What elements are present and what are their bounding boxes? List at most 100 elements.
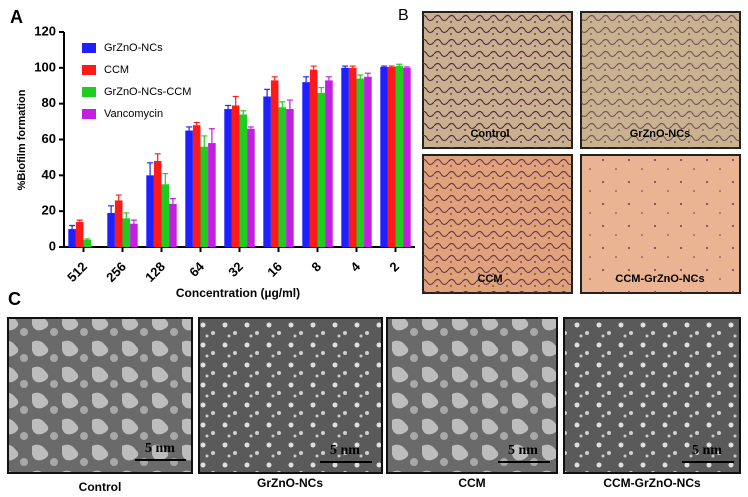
y-tick-label: 100 [34, 59, 56, 74]
bar [231, 105, 240, 247]
error-bar [279, 101, 286, 108]
error-bar [208, 128, 215, 144]
x-axis-label: Concentration (µg/ml) [176, 286, 300, 300]
legend-label: Vancomycin [104, 108, 163, 120]
error-bar [303, 76, 310, 83]
error-bar [76, 219, 83, 222]
x-tick-label: 512 [64, 259, 90, 285]
error-bar [108, 205, 115, 213]
y-tick-label: 80 [42, 95, 56, 110]
bar [247, 128, 255, 247]
sem-image [386, 317, 558, 474]
x-tick-label: 32 [225, 259, 246, 280]
micrograph-label: CCM [477, 273, 502, 285]
bar [68, 229, 76, 247]
bar [356, 78, 365, 247]
error-bar [232, 95, 239, 106]
sem-image [7, 317, 193, 474]
sem-image [198, 317, 383, 474]
bar [380, 66, 388, 247]
sem-caption: GrZnO-NCs [257, 476, 323, 490]
error-bar [342, 65, 349, 68]
sem-caption: Control [79, 480, 122, 494]
bar [286, 109, 294, 248]
x-tick-label: 2 [386, 259, 402, 275]
micrograph-texture [423, 12, 572, 148]
bar [107, 212, 115, 247]
bar [169, 204, 177, 247]
legend-label: CCM [104, 64, 129, 76]
sem-caption: CCM-GrZnO-NCs [603, 476, 701, 490]
error-bar [69, 224, 76, 230]
sem-grid: 5 nm 5 nm 5 nm 5 nm Control GrZnO-NCs CC… [7, 317, 741, 494]
bar [192, 125, 201, 247]
y-tick-label: 60 [42, 131, 56, 146]
bar [185, 130, 193, 247]
bar [348, 67, 357, 247]
error-bar [318, 86, 325, 93]
error-bar [201, 135, 208, 147]
error-bar [396, 63, 403, 67]
scale-bar-label: 5 nm [330, 443, 360, 458]
error-bar [169, 198, 176, 204]
micrograph-label: GrZnO-NCs [630, 128, 691, 140]
error-bar [123, 212, 130, 219]
bar [83, 239, 92, 247]
bar [317, 92, 326, 248]
bar [122, 218, 131, 247]
error-bar [186, 126, 193, 131]
error-bar [349, 65, 356, 68]
error-bar [193, 121, 200, 126]
x-tick-label: 16 [264, 259, 285, 280]
error-bar [154, 153, 161, 161]
error-bar [225, 104, 232, 110]
error-bar [147, 162, 154, 176]
x-tick-label: 64 [186, 258, 207, 279]
bar [153, 161, 162, 247]
error-bar [264, 88, 271, 97]
micrograph-grid: Control GrZnO-NCs CCM CCM-GrZnO-NCs [422, 11, 741, 294]
bar [395, 66, 404, 248]
y-tick-label: 20 [42, 203, 56, 218]
legend-swatch [82, 43, 96, 53]
bar [130, 223, 138, 247]
error-bar [325, 76, 332, 81]
panel-label: C [8, 289, 21, 309]
micrograph-label: CCM-GrZnO-NCs [615, 273, 704, 285]
error-bar [271, 76, 278, 81]
error-bar [115, 194, 122, 201]
panel-label: B [398, 7, 409, 24]
bar [309, 69, 318, 247]
bar [263, 96, 271, 247]
y-tick-label: 0 [49, 238, 56, 253]
panel-label: A [10, 7, 23, 27]
micrograph-texture [581, 12, 740, 148]
bar [403, 67, 411, 247]
micrograph-texture [423, 155, 572, 293]
micrograph-label: Control [470, 128, 509, 140]
error-bar [240, 110, 247, 115]
error-bar [84, 238, 91, 240]
y-tick-label: 40 [42, 167, 56, 182]
error-bar [286, 99, 293, 110]
x-tick-label: 8 [308, 259, 324, 275]
bar [270, 80, 279, 247]
y-tick-label: 120 [34, 23, 56, 38]
bar [387, 66, 396, 247]
x-tick-label: 4 [347, 258, 363, 274]
bar [146, 175, 154, 247]
scale-bar-label: 5 nm [145, 441, 175, 456]
bar [161, 184, 170, 247]
bar [200, 146, 209, 247]
x-tick-label: 256 [103, 259, 129, 285]
error-bar [247, 126, 254, 129]
error-bar [403, 66, 410, 68]
error-bar [162, 172, 169, 185]
bar [75, 221, 84, 247]
y-axis-label: %Biofilm formation [16, 89, 28, 190]
sem-caption: CCM [458, 476, 485, 490]
bar [325, 80, 333, 247]
scale-bar-label: 5 nm [508, 443, 538, 458]
error-bar [130, 219, 137, 224]
